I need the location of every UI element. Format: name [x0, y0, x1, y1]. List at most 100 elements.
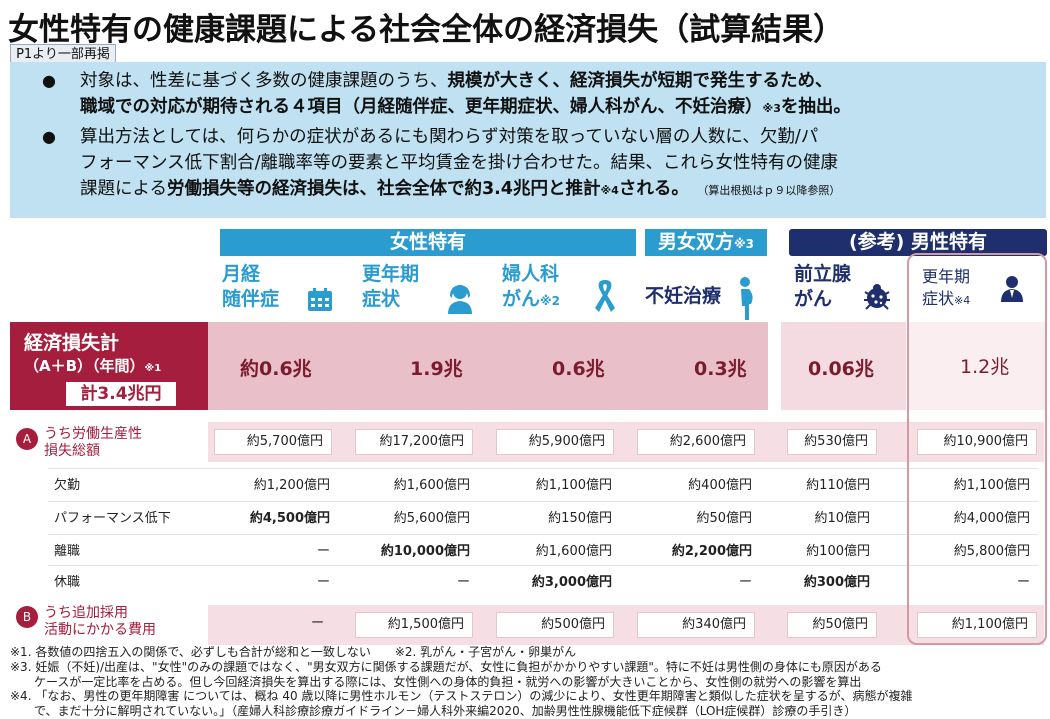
col-head-prostate: 前立腺 がん: [794, 262, 904, 322]
col-head-sup: ※4: [954, 294, 971, 307]
total-value-gyn-cancer: 0.6兆: [552, 358, 605, 380]
footnote: ※3. 妊娠（不妊)/出産は、"女性"のみの課題ではなく、"男女双方に関係する課…: [10, 659, 882, 674]
total-label: 経済損失計: [24, 332, 120, 354]
total-sum: 計3.4兆円: [66, 382, 176, 406]
col-head-line-1: 婦人科: [502, 263, 560, 285]
section-b-label-2: 活動にかかる費用: [44, 622, 156, 638]
col-head-line-1: 不妊治療: [645, 285, 722, 307]
breakdown-cell: 約50億円: [696, 511, 752, 526]
band-both-sup: ※3: [734, 237, 755, 251]
breakdown-cell: ー: [456, 575, 470, 590]
total-label-box: 経済損失計 （A＋B）（年間）※1 計3.4兆円: [10, 322, 208, 410]
breakdown-cell: 約4,500億円: [249, 511, 330, 526]
bullet-2-bold-2: される。: [618, 179, 689, 199]
bullet-1: ● 対象は、性差に基づく多数の健康課題のうち、規模が大きく、経済損失が短期で発生…: [28, 68, 1038, 120]
section-a-value: 約2,600億円: [637, 429, 755, 455]
bullet-1-text: 対象は、性差に基づく多数の健康課題のうち、: [80, 71, 448, 91]
breakdown-cell: 約3,000億円: [531, 575, 612, 590]
col-head-line-1: 月経: [222, 263, 261, 285]
breakdown-cell: 約4,000億円: [953, 511, 1030, 526]
total-sub-label: （A＋B）（年間）: [24, 357, 145, 375]
bullet-1-bold: 規模が大きく、経済損失が短期で発生するため、: [447, 71, 833, 91]
section-a-value: 約5,700億円: [214, 429, 332, 455]
section-a-label-2: 損失総額: [44, 443, 100, 459]
band-both-label: 男女双方: [657, 231, 734, 253]
total-row-male: [909, 322, 1045, 410]
breakdown-cell: 約100億円: [806, 544, 870, 559]
row-divider: [48, 468, 1038, 469]
footnotes: ※1. 各数値の四捨五入の関係で、必ずしも合計が総和と一致しない ※2. 乳がん…: [10, 645, 1046, 719]
breakdown-cell: 約10,000億円: [380, 544, 470, 559]
breakdown-cell: ー: [738, 575, 752, 590]
breakdown-cell: 約400億円: [688, 478, 752, 493]
row-divider: [48, 565, 1038, 566]
section-a-value: 約5,900億円: [496, 429, 614, 455]
total-value-prostate: 0.06兆: [808, 358, 874, 380]
total-value-menstrual: 約0.6兆: [240, 358, 312, 380]
breakdown-cell: 約10億円: [814, 511, 870, 526]
bullet-2-sup: ※4: [600, 184, 619, 197]
man-icon: [1001, 276, 1023, 302]
breakdown-cell: 約150億円: [548, 511, 612, 526]
bullet-2-note: （算出根拠はｐ９以降参照）: [702, 184, 841, 197]
breakdown-cell: ー: [316, 544, 330, 559]
footnote: で、まだ十分に解明されていない。」（産婦人科診療診療ガイドライン－婦人科外来編2…: [10, 704, 857, 719]
woman-icon: [448, 285, 472, 314]
bullet-1-sup: ※3: [762, 102, 781, 115]
section-b-label-1: うち追加採用: [44, 605, 128, 621]
col-head-line-2: 症状: [362, 288, 401, 310]
section-b-value: 約500億円: [496, 612, 614, 638]
band-male: (参考) 男性特有: [789, 229, 1047, 256]
section-a-value: 約530億円: [787, 429, 877, 455]
band-female: 女性特有: [220, 229, 636, 256]
total-value-menopause-f: 1.9兆: [410, 358, 463, 380]
breakdown-row-label: パフォーマンス低下: [54, 511, 171, 526]
bullet-2-line-3: 課題による: [80, 179, 167, 199]
male-column-frame: [907, 253, 1047, 645]
col-head-menopause-f: 更年期 症状: [362, 262, 482, 322]
reprint-tag: P1より一部再掲: [10, 44, 116, 66]
row-divider: [48, 534, 1038, 535]
breakdown-cell: 約2,200億円: [671, 544, 752, 559]
section-a-label-1: うち労働生産性: [44, 426, 142, 442]
bullet-1-post: を抽出。: [780, 97, 851, 117]
col-head-line-1: 前立腺: [794, 263, 852, 285]
band-both: 男女双方※3: [645, 229, 767, 256]
footnote: ※4. 「なお、男性の更年期障害 については、概ね 40 歳以降に男性ホルモン（…: [10, 689, 913, 704]
breakdown-cell: 約5,600億円: [393, 511, 470, 526]
col-head-line-2: 症状: [922, 289, 955, 308]
col-head-line-1: 更年期: [922, 267, 971, 286]
section-a-band: [208, 422, 1044, 462]
total-row-female: [208, 322, 768, 410]
section-b-value: 約50億円: [787, 612, 877, 638]
bullet-2-line-1: 算出方法としては、何らかの症状があるにも関わらず対策を取っていない層の人数に、欠…: [80, 127, 819, 147]
section-b-value: 約340億円: [637, 612, 755, 638]
col-head-line-2: がん: [794, 288, 833, 310]
col-head-sup: ※2: [540, 294, 561, 308]
bug-icon: [864, 284, 890, 310]
section-a-value: 約10,900億円: [917, 429, 1037, 455]
breakdown-cell: 約1,100億円: [953, 478, 1030, 493]
breakdown-cell: ー: [316, 575, 330, 590]
section-b-badge: B: [16, 606, 38, 628]
pregnant-icon: [740, 277, 753, 320]
row-divider: [48, 501, 1038, 502]
total-value-menopause-m: 1.2兆: [960, 356, 1010, 378]
footnote: ※1. 各数値の四捨五入の関係で、必ずしも合計が総和と一致しない ※2. 乳がん…: [10, 645, 577, 659]
bullet-2: ● 算出方法としては、何らかの症状があるにも関わらず対策を取っていない層の人数に…: [28, 124, 1038, 208]
breakdown-cell: 約1,600億円: [535, 544, 612, 559]
section-b-band: [208, 605, 1044, 645]
calendar-icon: [308, 288, 332, 311]
section-b-value: ー: [310, 616, 324, 631]
bullet-2-bold: 労働損失等の経済損失は、社会全体で約3.4兆円と推計: [166, 179, 601, 199]
section-b-value: 約1,500億円: [355, 612, 473, 638]
breakdown-cell: 約1,200億円: [253, 478, 330, 493]
footnote: ケースが一定比率を占める。但し今回経済損失を算出する際には、女性側への身体的負担…: [10, 674, 862, 689]
total-value-infertility: 0.3兆: [694, 358, 747, 380]
breakdown-cell: 約110億円: [806, 478, 870, 493]
breakdown-row-label: 欠勤: [54, 478, 81, 493]
breakdown-cell: ー: [1016, 575, 1030, 590]
col-head-menstrual: 月経 随伴症: [222, 262, 342, 322]
bullet-dot-icon: ●: [42, 71, 56, 90]
col-head-line-2: 随伴症: [222, 288, 280, 310]
